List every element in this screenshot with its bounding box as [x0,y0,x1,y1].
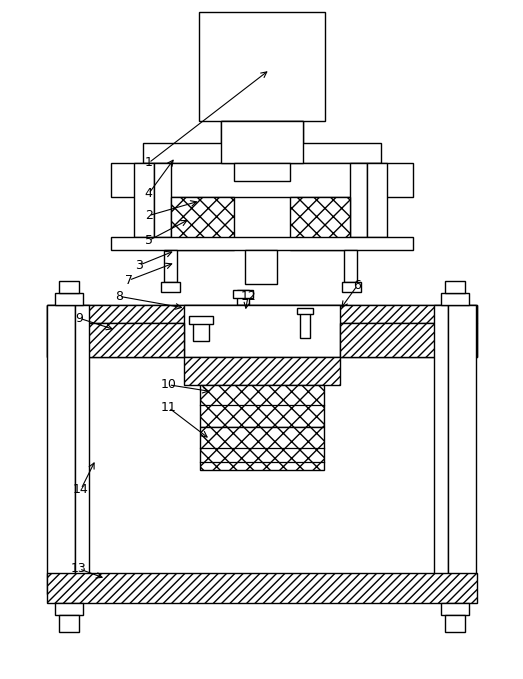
Bar [441,293,469,305]
Text: 2: 2 [145,209,153,222]
Text: 3: 3 [135,259,143,272]
Text: 4: 4 [145,187,153,200]
Bar [143,143,381,163]
Bar [339,323,477,357]
Bar [75,305,89,593]
Bar [111,163,413,197]
Bar [59,614,79,632]
Text: 7: 7 [124,274,133,287]
Bar [290,197,349,251]
Bar [448,305,476,593]
Text: 1: 1 [145,156,153,170]
Text: 10: 10 [161,378,176,391]
Bar [339,305,477,357]
Bar [342,282,361,292]
Bar [368,163,388,236]
Bar [55,602,83,614]
Text: 5: 5 [144,234,153,247]
Bar [237,290,249,305]
Bar [441,602,469,614]
Bar [434,305,448,593]
Text: 9: 9 [75,312,83,325]
Bar [445,614,465,632]
Bar [185,305,339,357]
Bar [172,197,234,251]
Bar [199,12,325,121]
Bar [297,308,313,314]
Bar [47,573,477,602]
Text: 8: 8 [115,290,123,303]
Bar [47,305,477,323]
Text: 14: 14 [73,483,89,496]
Bar [161,282,180,292]
Bar [233,290,253,298]
Bar [445,281,465,293]
Bar [47,305,75,593]
Text: 12: 12 [240,290,256,303]
Bar [59,281,79,293]
Bar [111,236,413,251]
Bar [189,316,213,324]
Bar [55,293,83,305]
Bar [349,163,368,236]
Text: 13: 13 [71,562,87,575]
Bar [221,121,303,163]
Bar [194,319,209,341]
Bar [164,251,177,282]
Text: 6: 6 [354,279,361,292]
Bar [221,121,303,143]
Bar [47,305,185,357]
Text: 11: 11 [161,401,176,414]
Bar [134,163,154,236]
Bar [245,251,277,285]
Bar [47,323,185,357]
Bar [300,310,310,338]
Bar [200,385,324,426]
Bar [234,163,290,181]
Bar [200,426,324,471]
Bar [185,357,339,385]
Bar [344,251,358,282]
Bar [185,305,339,319]
Bar [154,163,172,236]
